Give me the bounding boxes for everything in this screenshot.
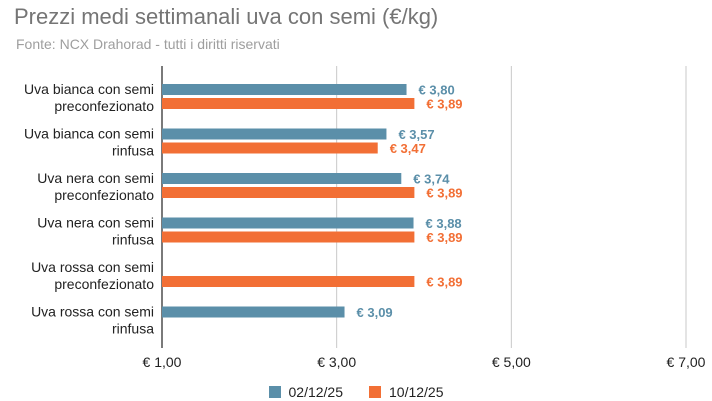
data-label: € 3,74 — [413, 172, 450, 187]
legend: 02/12/25 10/12/25 — [0, 384, 712, 400]
bar — [162, 306, 345, 318]
chart-title: Prezzi medi settimanali uva con semi (€/… — [14, 4, 439, 29]
bar — [162, 173, 402, 184]
data-label: € 3,80 — [419, 83, 455, 98]
bar — [162, 98, 415, 109]
bar — [162, 231, 415, 243]
bar — [162, 142, 378, 154]
category-label: Uva nera con semi rinfusa — [37, 215, 154, 248]
x-tick-label: € 3,00 — [317, 354, 356, 370]
x-tick-label: € 5,00 — [492, 354, 531, 370]
legend-item-series-2[interactable]: 10/12/25 — [369, 384, 444, 400]
data-label: € 3,09 — [357, 305, 393, 320]
bar — [162, 187, 415, 198]
legend-swatch — [369, 386, 381, 398]
data-label: € 3,89 — [426, 186, 462, 201]
bar — [162, 276, 415, 287]
legend-swatch — [268, 386, 281, 398]
category-label: Uva bianca con semi rinfusa — [24, 126, 154, 159]
data-label: € 3,47 — [390, 141, 426, 156]
x-tick-label: € 7,00 — [667, 354, 706, 370]
data-label: € 3,89 — [426, 275, 462, 290]
data-label: € 3,89 — [426, 230, 462, 245]
legend-item-series-1[interactable]: 02/12/25 — [268, 384, 344, 400]
data-label: € 3,88 — [426, 216, 462, 231]
category-label: Uva nera con semi preconfezionato — [37, 170, 154, 203]
data-label: € 3,89 — [426, 97, 462, 112]
category-label: Uva rossa con semi rinfusa — [31, 304, 154, 337]
category-label: Uva bianca con semi preconfezionato — [24, 81, 154, 114]
chart-subtitle: Fonte: NCX Drahorad - tutti i diritti ri… — [16, 36, 280, 52]
legend-label: 10/12/25 — [389, 384, 444, 400]
data-label: € 3,57 — [398, 127, 434, 142]
x-tick-label: € 1,00 — [143, 354, 182, 370]
bar — [162, 128, 387, 140]
bar — [162, 84, 407, 95]
category-label: Uva rossa con semi preconfezionato — [31, 259, 154, 292]
bar — [162, 217, 414, 229]
legend-label: 02/12/25 — [288, 384, 344, 400]
